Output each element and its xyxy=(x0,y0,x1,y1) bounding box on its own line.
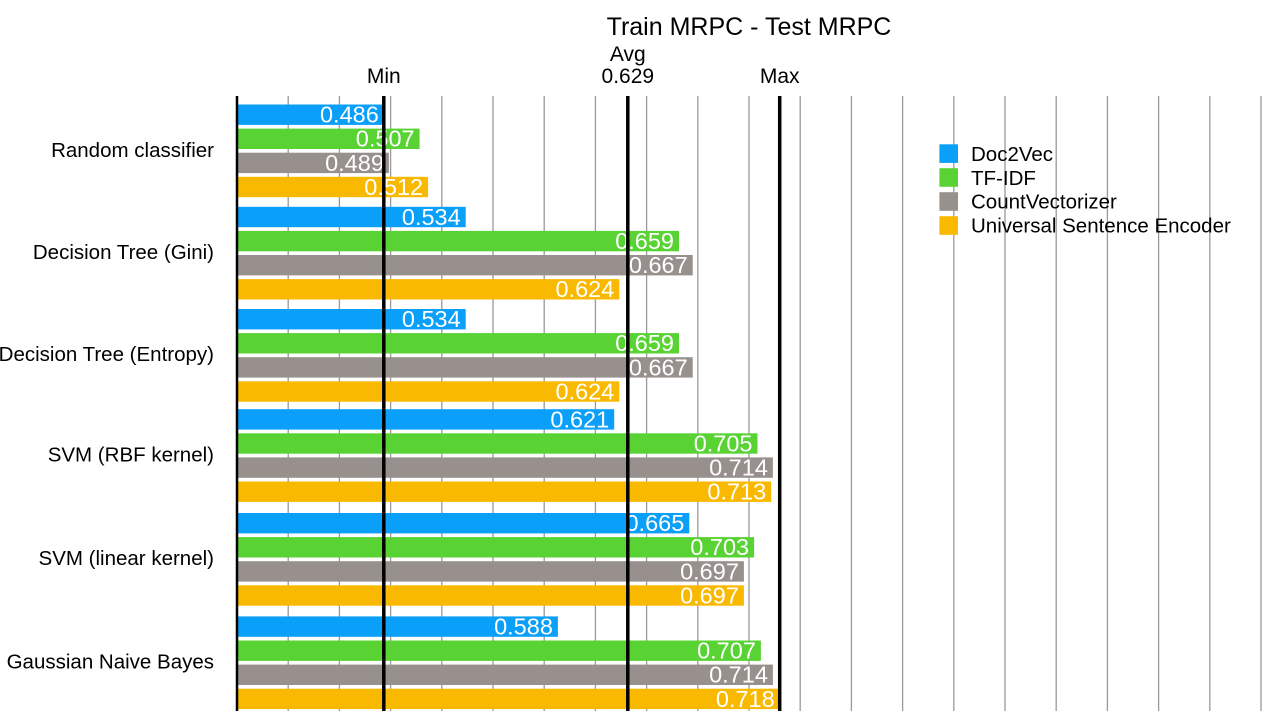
svg-text:0.707: 0.707 xyxy=(697,638,756,664)
svg-text:0.512: 0.512 xyxy=(364,174,423,200)
svg-text:0.714: 0.714 xyxy=(709,455,768,481)
svg-text:0.714: 0.714 xyxy=(709,662,768,688)
svg-text:0.667: 0.667 xyxy=(629,252,688,278)
svg-text:TF-IDF: TF-IDF xyxy=(971,167,1036,190)
svg-text:0.534: 0.534 xyxy=(402,204,461,230)
svg-text:0.697: 0.697 xyxy=(680,558,739,584)
svg-text:0.697: 0.697 xyxy=(680,582,739,608)
svg-text:0.659: 0.659 xyxy=(615,228,674,254)
svg-text:0.624: 0.624 xyxy=(555,276,614,302)
svg-text:SVM (linear kernel): SVM (linear kernel) xyxy=(39,547,214,570)
svg-text:Min: Min xyxy=(367,65,401,88)
svg-text:Doc2Vec: Doc2Vec xyxy=(971,143,1053,166)
svg-text:Decision Tree (Gini): Decision Tree (Gini) xyxy=(33,241,214,264)
svg-text:0.667: 0.667 xyxy=(629,354,688,380)
svg-text:0.665: 0.665 xyxy=(625,510,684,536)
svg-text:0.534: 0.534 xyxy=(402,306,461,332)
svg-text:Decision Tree (Entropy): Decision Tree (Entropy) xyxy=(0,343,214,366)
svg-text:0.705: 0.705 xyxy=(694,430,753,456)
svg-text:Avg: Avg xyxy=(610,43,646,66)
svg-text:Gaussian Naive Bayes: Gaussian Naive Bayes xyxy=(7,651,214,674)
svg-text:Train MRPC - Test MRPC: Train MRPC - Test MRPC xyxy=(607,13,892,41)
svg-text:0.624: 0.624 xyxy=(555,378,614,404)
svg-text:0.588: 0.588 xyxy=(494,614,553,640)
svg-text:SVM (RBF kernel): SVM (RBF kernel) xyxy=(48,443,214,466)
svg-text:Universal Sentence Encoder: Universal Sentence Encoder xyxy=(971,215,1231,238)
svg-text:0.489: 0.489 xyxy=(325,150,384,176)
svg-text:0.659: 0.659 xyxy=(615,330,674,356)
svg-text:0.621: 0.621 xyxy=(550,406,609,432)
svg-text:0.486: 0.486 xyxy=(320,102,379,128)
svg-text:0.718: 0.718 xyxy=(716,686,775,711)
svg-text:0.713: 0.713 xyxy=(707,479,766,505)
svg-text:0.703: 0.703 xyxy=(690,534,749,560)
svg-text:Random classifier: Random classifier xyxy=(51,139,214,162)
svg-text:Max: Max xyxy=(760,65,800,88)
svg-text:CountVectorizer: CountVectorizer xyxy=(971,191,1117,214)
svg-text:0.629: 0.629 xyxy=(602,65,655,88)
